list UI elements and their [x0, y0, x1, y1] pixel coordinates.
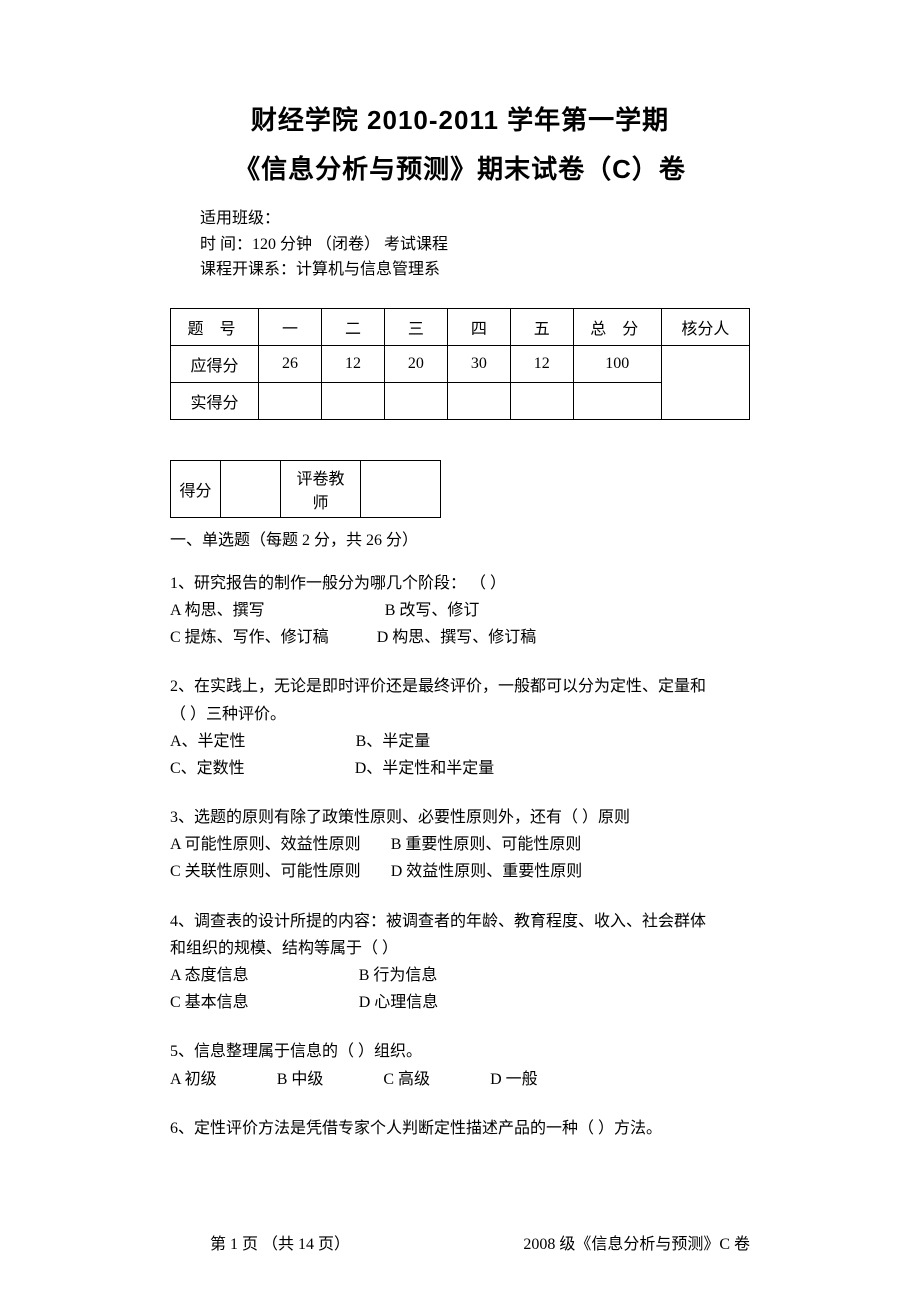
question-4: 4、调查表的设计所提的内容：被调查者的年龄、教育程度、收入、社会群体 和组织的规… [170, 908, 750, 1017]
actual-4 [447, 382, 510, 419]
meta-examtype: 考试课程 [384, 236, 448, 253]
expected-5: 12 [510, 345, 573, 382]
score-table: 题 号 一 二 三 四 五 总 分 核分人 应得分 26 12 20 30 12… [170, 308, 750, 420]
q1-optA: A 构思、撰写 [170, 602, 265, 619]
q1-optC: C 提炼、写作、修订稿 [170, 629, 329, 646]
q4-optD: D 心理信息 [359, 994, 439, 1011]
checker-cell [661, 345, 749, 419]
q3-optC: C 关联性原则、可能性原则 [170, 863, 361, 880]
q5-stem: 5、信息整理属于信息的（ ）组织。 [170, 1038, 750, 1065]
q5-optD: D 一般 [490, 1071, 538, 1088]
question-5: 5、信息整理属于信息的（ ）组织。 A 初级 B 中级 C 高级 D 一般 [170, 1038, 750, 1092]
actual-label: 实得分 [171, 382, 259, 419]
expected-1: 26 [259, 345, 322, 382]
question-6: 6、定性评价方法是凭借专家个人判断定性描述产品的一种（ ）方法。 [170, 1115, 750, 1142]
q3-optA: A 可能性原则、效益性原则 [170, 836, 361, 853]
col-4: 四 [447, 308, 510, 345]
q6-stem: 6、定性评价方法是凭借专家个人判断定性描述产品的一种（ ）方法。 [170, 1115, 750, 1142]
col-2: 二 [322, 308, 385, 345]
q3-optB: B 重要性原则、可能性原则 [391, 836, 582, 853]
q2-row2: C、定数性 D、半定性和半定量 [170, 755, 750, 782]
expected-4: 30 [447, 345, 510, 382]
q1-row2: C 提炼、写作、修订稿 D 构思、撰写、修订稿 [170, 624, 750, 651]
question-3: 3、选题的原则有除了政策性原则、必要性原则外，还有（ ）原则 A 可能性原则、效… [170, 804, 750, 886]
expected-total: 100 [573, 345, 661, 382]
expected-3: 20 [384, 345, 447, 382]
question-2: 2、在实践上，无论是即时评价还是最终评价，一般都可以分为定性、定量和 （ ）三种… [170, 673, 750, 782]
q5-row: A 初级 B 中级 C 高级 D 一般 [170, 1066, 750, 1093]
col-total: 总 分 [573, 308, 661, 345]
grade-teacher-label: 评卷教师 [281, 460, 361, 517]
q2-stem2: （ ）三种评价。 [170, 701, 750, 728]
q4-optB: B 行为信息 [359, 967, 438, 984]
actual-3 [384, 382, 447, 419]
q3-row1: A 可能性原则、效益性原则 B 重要性原则、可能性原则 [170, 831, 750, 858]
col-3: 三 [384, 308, 447, 345]
meta-time-row: 时 间：120 分钟 （闭卷） 考试课程 [200, 232, 750, 258]
q4-stem1: 4、调查表的设计所提的内容：被调查者的年龄、教育程度、收入、社会群体 [170, 908, 750, 935]
q4-stem2: 和组织的规模、结构等属于（ ） [170, 935, 750, 962]
q3-optD: D 效益性原则、重要性原则 [391, 863, 583, 880]
q4-row1: A 态度信息 B 行为信息 [170, 962, 750, 989]
score-expected-row: 应得分 26 12 20 30 12 100 [171, 345, 750, 382]
meta-dept-label: 课程开课系： [200, 261, 296, 278]
expected-label: 应得分 [171, 345, 259, 382]
grade-score-value [221, 460, 281, 517]
q1-optB: B 改写、修订 [385, 602, 480, 619]
q1-stem: 1、研究报告的制作一般分为哪几个阶段： （ ） [170, 570, 750, 597]
q2-optC: C、定数性 [170, 760, 245, 777]
section-1-heading: 一、单选题（每题 2 分，共 26 分） [170, 526, 750, 550]
col-qnum: 题 号 [171, 308, 259, 345]
meta-dept-row: 课程开课系：计算机与信息管理系 [200, 257, 750, 283]
q2-optA: A、半定性 [170, 733, 246, 750]
q5-optA: A 初级 [170, 1071, 217, 1088]
meta-closed: （闭卷） [316, 236, 380, 253]
expected-2: 12 [322, 345, 385, 382]
meta-block: 适用班级： 时 间：120 分钟 （闭卷） 考试课程 课程开课系：计算机与信息管… [200, 206, 750, 283]
title-line-1: 财经学院 2010-2011 学年第一学期 [170, 100, 750, 137]
q1-optD: D 构思、撰写、修订稿 [377, 629, 537, 646]
actual-5 [510, 382, 573, 419]
question-1: 1、研究报告的制作一般分为哪几个阶段： （ ） A 构思、撰写 B 改写、修订 C… [170, 570, 750, 652]
meta-dept-value: 计算机与信息管理系 [296, 261, 440, 278]
q2-stem1: 2、在实践上，无论是即时评价还是最终评价，一般都可以分为定性、定量和 [170, 673, 750, 700]
q2-row1: A、半定性 B、半定量 [170, 728, 750, 755]
q4-row2: C 基本信息 D 心理信息 [170, 989, 750, 1016]
meta-time-label: 时 间： [200, 236, 252, 253]
col-5: 五 [510, 308, 573, 345]
q5-optC: C 高级 [383, 1071, 430, 1088]
meta-time-value: 120 分钟 [252, 236, 312, 253]
q4-optC: C 基本信息 [170, 994, 249, 1011]
actual-1 [259, 382, 322, 419]
q2-optB: B、半定量 [356, 733, 431, 750]
footer-right: 2008 级《信息分析与预测》C 卷 [523, 1230, 750, 1254]
grade-box: 得分 评卷教师 [170, 460, 441, 518]
grade-score-label: 得分 [171, 460, 221, 517]
q3-row2: C 关联性原则、可能性原则 D 效益性原则、重要性原则 [170, 858, 750, 885]
title-line-2: 《信息分析与预测》期末试卷（C）卷 [170, 149, 750, 186]
footer-left: 第 1 页 （共 14 页） [210, 1230, 350, 1254]
col-checker: 核分人 [661, 308, 749, 345]
q5-optB: B 中级 [277, 1071, 324, 1088]
col-1: 一 [259, 308, 322, 345]
q1-row1: A 构思、撰写 B 改写、修订 [170, 597, 750, 624]
score-header-row: 题 号 一 二 三 四 五 总 分 核分人 [171, 308, 750, 345]
meta-class: 适用班级： [200, 206, 750, 232]
actual-total [573, 382, 661, 419]
grade-teacher-value [361, 460, 441, 517]
q2-optD: D、半定性和半定量 [355, 760, 495, 777]
actual-2 [322, 382, 385, 419]
q4-optA: A 态度信息 [170, 967, 249, 984]
q3-stem: 3、选题的原则有除了政策性原则、必要性原则外，还有（ ）原则 [170, 804, 750, 831]
